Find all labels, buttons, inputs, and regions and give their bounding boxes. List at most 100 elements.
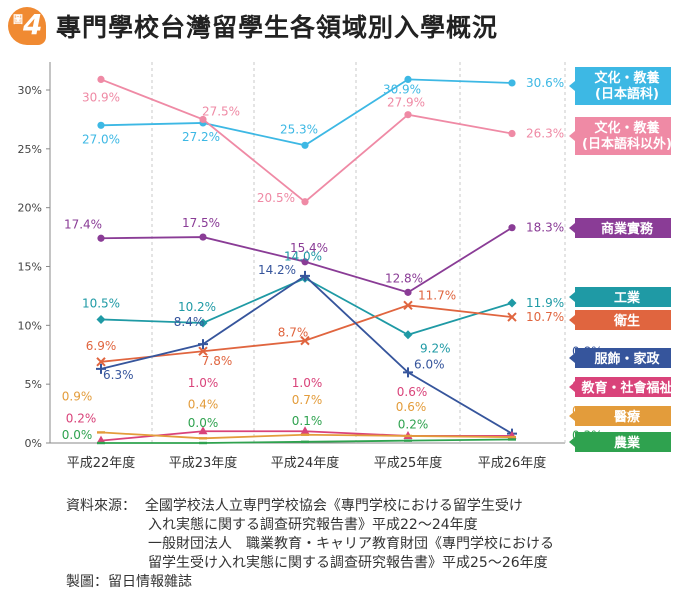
business-point-1: [199, 233, 206, 240]
engineering-point-3: [404, 330, 413, 339]
business-data-label-3: 12.8%: [385, 271, 423, 285]
medical-point-2: [301, 434, 309, 436]
agriculture-point-4: [508, 438, 516, 440]
culture-point-2: [301, 142, 308, 149]
figure: 0% 5% 10% 15% 20% 25% 30% 平成22年度 平成23年度 平成24年度 平成2…: [0, 0, 700, 616]
business-data-label-4: 18.3%: [526, 221, 564, 235]
culture_other-point-0: [97, 76, 104, 83]
engineering-legend-pointer: [569, 292, 575, 302]
business-point-4: [508, 224, 515, 231]
culture-legend-pointer: [569, 81, 575, 91]
medical-data-label-1: 0.4%: [188, 397, 219, 411]
fashion-data-label-0: 6.3%: [103, 368, 134, 382]
culture-point-0: [97, 122, 104, 129]
culture-point-4: [508, 79, 515, 86]
agriculture-point-0: [97, 442, 105, 444]
engineering-data-label-2: 14.0%: [284, 249, 322, 263]
medical-data-label-3: 0.6%: [396, 400, 427, 414]
culture-data-label-3: 30.9%: [383, 82, 421, 96]
figure-prefix: 圖: [13, 11, 23, 26]
agriculture-point-2: [301, 441, 309, 443]
culture-data-label-1: 27.2%: [182, 130, 220, 144]
figure-number: 4: [23, 9, 42, 41]
culture_other-data-label-2: 20.5%: [257, 191, 295, 205]
health-data-label-2: 8.7%: [278, 326, 309, 340]
culture_other-legend-pointer: [569, 131, 575, 141]
culture-legend-text-1: (日本語科): [595, 86, 659, 102]
source-line-5: 製圖：留日情報雜誌: [66, 573, 554, 592]
medical-legend-text-0: 醫療: [614, 409, 641, 425]
culture_other-line: [101, 79, 512, 201]
medical-point-4: [508, 436, 516, 438]
y-tick-label-0: 0%: [25, 437, 42, 450]
culture_other-data-label-1: 27.5%: [202, 104, 240, 118]
medical-point-3: [404, 435, 412, 437]
health-legend-text-0: 衛生: [613, 313, 640, 329]
fashion-data-label-2: 14.2%: [258, 263, 296, 277]
engineering-point-0: [97, 315, 106, 324]
business-data-label-1: 17.5%: [182, 216, 220, 230]
medical-data-label-0: 0.9%: [62, 389, 93, 403]
culture_other-point-2: [301, 198, 308, 205]
x-tick-label-1: 平成23年度: [169, 455, 238, 471]
business-legend-pointer: [569, 223, 575, 233]
education-legend-text-0: 教育・社會福祉: [580, 380, 672, 396]
education-data-label-1: 1.0%: [188, 376, 219, 390]
y-tick-label-5: 25%: [18, 143, 42, 156]
source-line-2: 入れ実態に関する調查研究報告書》平成22～24年度: [66, 516, 554, 535]
x-tick-label-0: 平成22年度: [67, 455, 136, 471]
agriculture-legend-text-0: 農業: [614, 435, 641, 451]
education-data-label-3: 0.6%: [397, 385, 428, 399]
engineering-data-label-1: 10.2%: [178, 300, 216, 314]
x-tick-label-2: 平成24年度: [271, 455, 340, 471]
culture_other-data-label-0: 30.9%: [82, 90, 120, 104]
culture_other-data-label-3: 27.9%: [387, 96, 425, 110]
culture_other-point-4: [508, 130, 515, 137]
culture-data-label-2: 25.3%: [280, 122, 318, 136]
culture-data-label-0: 27.0%: [82, 132, 120, 146]
business-point-3: [404, 289, 411, 296]
business-data-label-0: 17.4%: [64, 217, 102, 231]
health-data-label-3: 11.7%: [418, 288, 456, 302]
medical-data-label-2: 0.7%: [292, 393, 323, 407]
x-tick-label-3: 平成25年度: [374, 455, 443, 471]
agriculture-point-1: [199, 442, 207, 444]
culture-legend-text-0: 文化・教養: [594, 70, 659, 86]
business-point-0: [97, 235, 104, 242]
health-data-label-4: 10.7%: [526, 310, 564, 324]
health-data-label-1: 7.8%: [202, 354, 233, 368]
line-chart: 0% 5% 10% 15% 20% 25% 30% 平成22年度 平成23年度 平成24年度 平成2…: [0, 0, 700, 490]
fashion-data-label-3: 6.0%: [414, 357, 445, 371]
agriculture-data-label-3: 0.2%: [398, 418, 429, 432]
engineering-data-label-4: 11.9%: [526, 296, 564, 310]
x-tick-label-4: 平成26年度: [478, 455, 547, 471]
culture_other-point-3: [404, 111, 411, 118]
y-tick-label-1: 5%: [25, 378, 42, 391]
culture_other-legend-text-1: (日本語科以外): [582, 136, 672, 152]
business-legend-text-0: 商業實務: [601, 221, 654, 237]
education-data-label-2: 1.0%: [292, 376, 323, 390]
health-legend-pointer: [569, 315, 575, 325]
figure-number-badge: 圖 4: [8, 7, 46, 45]
y-tick-label-2: 10%: [18, 319, 42, 332]
agriculture-data-label-0: 0.0%: [62, 428, 93, 442]
title-row: 圖 4 專門學校台灣留學生各領域別入學概況: [8, 6, 498, 46]
medical-point-1: [199, 437, 207, 439]
agriculture-data-label-1: 0.0%: [188, 416, 219, 430]
health-data-label-0: 6.9%: [86, 339, 117, 353]
fashion-legend-text-0: 服飾・家政: [594, 351, 660, 367]
agriculture-data-label-2: 0.1%: [292, 414, 323, 428]
engineering-legend-text-0: 工業: [614, 290, 641, 306]
y-tick-label-4: 20%: [18, 202, 42, 215]
source-line-1: 資料來源： 全國学校法人立専門学校協会《專門学校における留学生受け: [66, 497, 554, 516]
culture-data-label-4: 30.6%: [526, 76, 564, 90]
y-tick-label-6: 30%: [18, 84, 42, 97]
chart-title: 專門學校台灣留學生各領域別入學概況: [56, 8, 498, 44]
engineering-data-label-3: 9.2%: [420, 342, 451, 356]
agriculture-point-3: [404, 439, 412, 441]
culture_other-legend-text-0: 文化・教養: [594, 120, 659, 136]
education-data-label-0: 0.2%: [66, 412, 97, 426]
medical-point-0: [97, 431, 105, 433]
source-line-3: 一般財団法人 職業教育・キャリア教育財団《專門学校における: [66, 535, 554, 554]
source-line-4: 留学生受け入れ実態に関する調查研究報告書》平成25～26年度: [66, 554, 554, 573]
